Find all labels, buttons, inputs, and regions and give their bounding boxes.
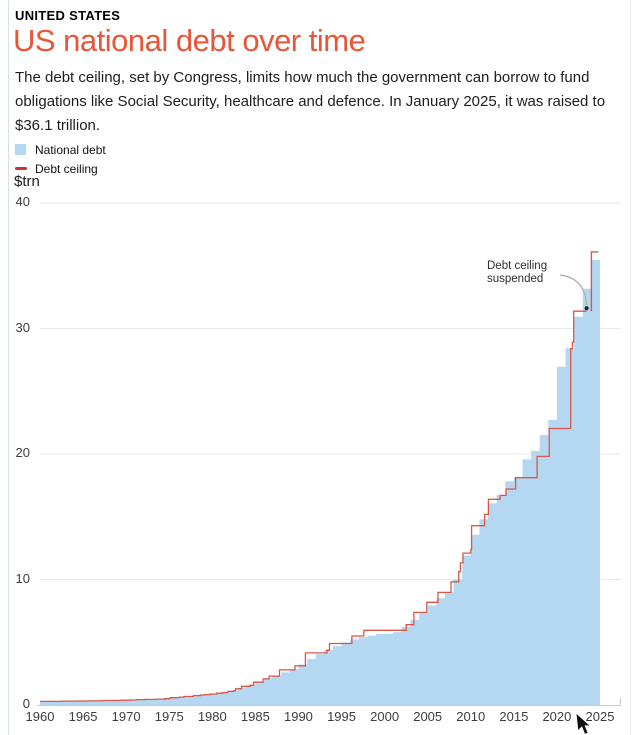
page-title: US national debt over time (13, 23, 366, 58)
national-debt-area (40, 253, 600, 705)
y-tick-label: 10 (15, 570, 30, 586)
x-tick-label: 2010 (456, 709, 486, 724)
x-tick-label: 1975 (154, 709, 184, 724)
x-tick-label: 1985 (240, 709, 270, 724)
debt-ceiling-spike (590, 251, 599, 312)
legend-item-debt-ceiling: Debt ceiling (15, 159, 106, 178)
x-tick-label: 2025 (585, 709, 615, 724)
x-tick-label: 2000 (370, 709, 400, 724)
y-tick-label: 20 (15, 445, 30, 460)
annotation-arrow (559, 274, 588, 306)
chart-description: The debt ceiling, set by Congress, limit… (15, 69, 606, 134)
x-tick-label: 1965 (68, 709, 98, 724)
x-tick-label: 1995 (327, 709, 356, 724)
national-debt-swatch-icon (15, 144, 26, 155)
y-tick-label: 40 (15, 194, 30, 209)
debt-ceiling-swatch-icon (15, 167, 27, 170)
suspension-dot (584, 306, 589, 311)
x-tick-label: 2015 (499, 709, 529, 724)
y-tick-label: 0 (22, 696, 30, 711)
page-right-border (630, 0, 631, 735)
legend-label-national-debt: National debt (35, 142, 106, 157)
annotation-debt-ceiling-suspended: Debt ceiling suspended (487, 260, 548, 285)
debt-ceiling-line (40, 310, 587, 703)
legend: National debt Debt ceiling (15, 140, 106, 178)
y-axis-unit-label: $trn (14, 173, 40, 190)
legend-item-national-debt: National debt (15, 140, 106, 159)
legend-label-debt-ceiling: Debt ceiling (35, 161, 98, 176)
x-tick-label: 2020 (542, 709, 572, 724)
x-tick-label: 1980 (197, 709, 227, 724)
kicker: UNITED STATES (15, 8, 121, 23)
x-tick-label: 1970 (111, 709, 141, 724)
y-tick-label: 30 (15, 319, 30, 335)
page-left-border (8, 0, 9, 735)
x-tick-label: 1960 (25, 709, 55, 724)
x-tick-label: 1990 (283, 709, 313, 724)
x-tick-label: 2005 (413, 709, 443, 724)
